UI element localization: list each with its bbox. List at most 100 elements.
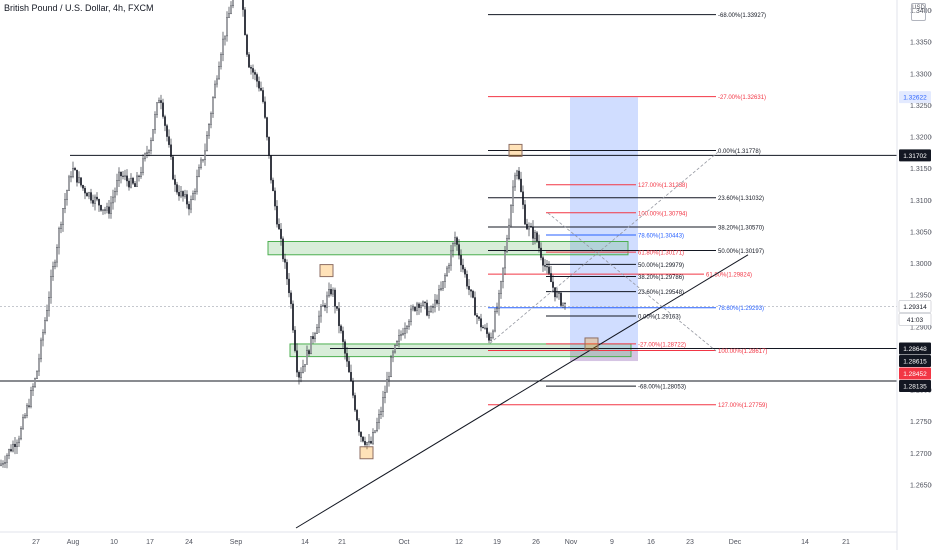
time-tick-label: Sep [230,539,243,546]
candle-body [520,178,522,192]
candle-body [290,292,292,305]
price-label-tag[interactable] [899,342,931,355]
candle-body [396,341,398,346]
candle-body [40,339,42,360]
candle-body [472,290,474,298]
candle-body [492,330,494,338]
price-tick-label: 1.26500 [910,482,932,489]
candle-body [196,176,198,192]
candle-body [188,203,190,210]
candle-body [244,9,246,36]
candle-body [216,78,218,85]
candle-body [538,241,540,249]
pivot-marker[interactable] [584,337,599,351]
price-axis-bg[interactable] [897,0,932,550]
price-label-tag[interactable] [899,379,931,392]
fib-level-label: -68.00%(1.33927) [718,13,766,19]
candle-body [114,191,116,198]
candle-body [476,315,478,318]
fib-diagonal-down [547,212,717,352]
candle-body [458,244,460,256]
currency-badge[interactable]: USD [911,3,926,21]
candle-body [70,176,72,178]
candle-body [286,262,288,280]
price-label-tag[interactable] [899,355,931,368]
candle-body [54,261,56,267]
candle-body [0,463,2,466]
candle-body [364,441,366,445]
time-tick-label: Aug [67,539,80,546]
candle-body [84,188,86,194]
candle-body [298,372,300,378]
candle-body [182,191,184,197]
candle-body [462,264,464,270]
candle-body [438,289,440,304]
candle-body [356,409,358,421]
fib-diagonal-up [489,150,721,344]
pivot-marker[interactable] [359,446,374,460]
fib-level-label: 0.00%(1.29163) [638,314,681,320]
projection-box-rect[interactable] [570,97,638,362]
rising-trendline[interactable] [295,254,749,529]
candle-body [344,341,346,354]
candle-body [34,378,36,387]
candle-body [420,305,422,308]
candle-body [128,180,130,188]
candle-body [494,311,496,332]
candle-body [92,200,94,204]
candle-body [194,190,196,194]
candle-body [350,371,352,382]
price-tick-label: 1.33500 [910,40,932,47]
price-tick-label: 1.30000 [910,261,932,268]
price-label-tag[interactable] [898,313,932,326]
candle-body [14,443,16,448]
candle-body [562,302,564,306]
price-label-tag[interactable] [899,367,931,380]
candle-body [208,124,210,136]
candle-body [180,191,182,197]
candle-body [38,358,40,372]
pivot-marker[interactable] [319,264,334,278]
candle-body [222,38,224,55]
markers [319,143,599,460]
candle-body [426,302,428,316]
candle-body [416,303,418,311]
time-tick-label: 14 [301,539,309,546]
price-label-tag[interactable] [898,300,932,313]
candle-body [246,34,248,55]
pivot-marker[interactable] [508,143,523,157]
candle-body [380,411,382,415]
price-tick-label: 1.29500 [910,293,932,300]
candle-body [94,196,96,204]
candle-body [280,228,282,239]
projection-box [570,97,638,362]
candle-body [260,88,262,91]
price-label-text: 1.31702 [903,153,927,160]
candle-body [58,228,60,248]
candle-body [434,299,436,308]
candle-body [500,281,502,294]
candle-body [370,441,372,444]
price-label-tag[interactable] [899,91,931,104]
candle-body [44,320,46,333]
candle-body [166,125,168,137]
candle-body [348,361,350,373]
time-tick-label: 24 [185,539,193,546]
candle-body [74,167,76,171]
candle-body [468,285,470,290]
candle-body [304,364,306,367]
price-label-tag[interactable] [899,149,931,162]
candle-body [66,190,68,200]
candle-body [498,293,500,309]
candle-body [24,415,26,418]
resistance-zone[interactable] [267,240,629,256]
candle-body [88,192,90,197]
candle-body [526,223,528,230]
candle-body [50,276,52,298]
horizontal-levels [0,154,897,382]
time-tick-label: 21 [842,539,850,546]
zones [267,240,632,358]
candle-body [284,258,286,263]
